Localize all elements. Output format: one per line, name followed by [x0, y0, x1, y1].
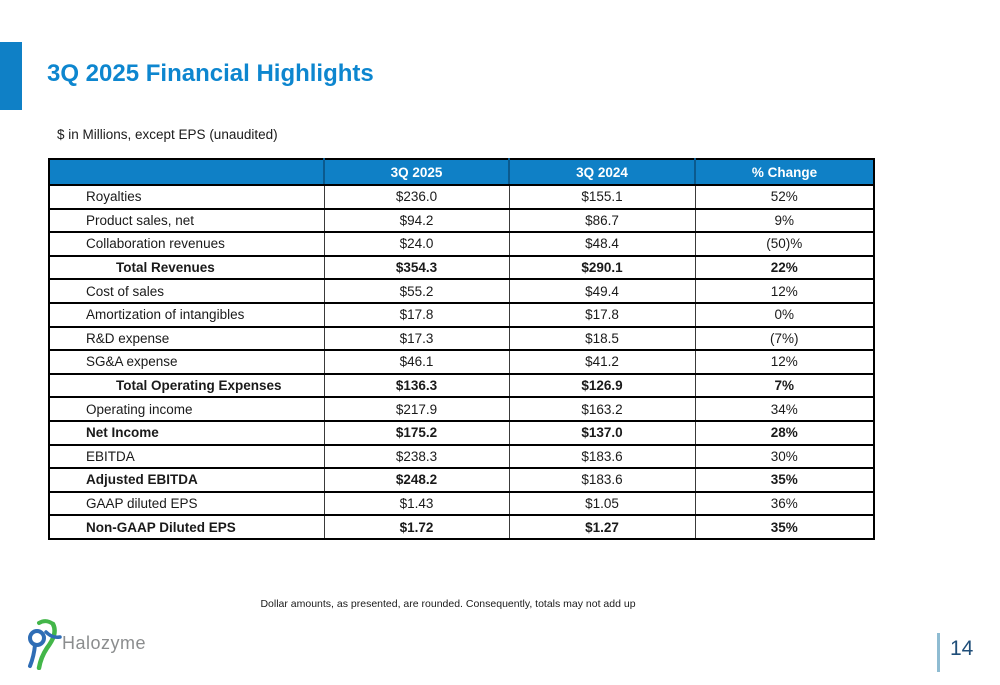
table-row: Cost of sales $55.2 $49.4 12%: [49, 278, 874, 303]
value-3q2024: $137.0: [508, 419, 695, 445]
page-title: 3Q 2025 Financial Highlights: [47, 60, 374, 87]
value-3q2024: $86.7: [508, 207, 695, 233]
value-percent-change: 9%: [694, 207, 874, 233]
table-body: Royalties $236.0 $155.1 52% Product sales, n…: [49, 184, 874, 539]
value-3q2024: $41.2: [508, 349, 695, 374]
value-percent-change: 35%: [694, 467, 874, 492]
column-header-blank: [49, 159, 324, 186]
value-percent-change: 35%: [694, 514, 874, 539]
table-row: Royalties $236.0 $155.1 52%: [49, 184, 874, 209]
value-3q2024: $126.9: [508, 372, 695, 398]
value-3q2024: $290.1: [508, 254, 695, 280]
value-3q2025: $1.43: [323, 490, 509, 516]
value-3q2024: $1.05: [508, 490, 695, 516]
row-label: Net Income: [49, 419, 324, 445]
value-3q2025: $46.1: [323, 349, 509, 374]
value-3q2025: $136.3: [323, 372, 509, 398]
footnote: Dollar amounts, as presented, are rounde…: [260, 598, 636, 610]
value-percent-change: 7%: [694, 372, 874, 398]
table-row: Total Operating Expenses $136.3 $126.9 7%: [49, 372, 874, 398]
title-accent-bar: [0, 42, 22, 110]
page-number-divider: [937, 633, 940, 672]
row-label: Collaboration revenues: [49, 231, 324, 256]
row-label: Royalties: [49, 184, 324, 209]
value-3q2024: $1.27: [508, 514, 695, 539]
table-header-row: 3Q 2025 3Q 2024 % Change: [49, 159, 874, 186]
value-percent-change: (7%): [694, 325, 874, 351]
value-percent-change: 0%: [694, 301, 874, 327]
value-3q2024: $183.6: [508, 443, 695, 469]
value-3q2025: $17.3: [323, 325, 509, 351]
page-number: 14: [950, 637, 974, 660]
value-3q2024: $17.8: [508, 301, 695, 327]
value-3q2025: $248.2: [323, 467, 509, 492]
row-label: Amortization of intangibles: [49, 301, 324, 327]
value-percent-change: 12%: [694, 349, 874, 374]
row-label: EBITDA: [49, 443, 324, 469]
table-row: Non-GAAP Diluted EPS $1.72 $1.27 35%: [49, 514, 874, 539]
table-row: R&D expense $17.3 $18.5 (7%): [49, 325, 874, 351]
row-label: R&D expense: [49, 325, 324, 351]
value-3q2025: $238.3: [323, 443, 509, 469]
value-percent-change: 28%: [694, 419, 874, 445]
value-percent-change: 30%: [694, 443, 874, 469]
financial-highlights-table: 3Q 2025 3Q 2024 % Change Royalties $236.0…: [48, 158, 875, 540]
table-row: SG&A expense $46.1 $41.2 12%: [49, 349, 874, 374]
table-row: Operating income $217.9 $163.2 34%: [49, 396, 874, 421]
value-percent-change: 12%: [694, 278, 874, 303]
value-percent-change: 52%: [694, 184, 874, 209]
column-header-3q2024: 3Q 2024: [508, 159, 695, 186]
value-3q2024: $18.5: [508, 325, 695, 351]
row-label: Total Revenues: [49, 254, 324, 280]
value-percent-change: 36%: [694, 490, 874, 516]
value-3q2024: $48.4: [508, 231, 695, 256]
table-row: Net Income $175.2 $137.0 28%: [49, 419, 874, 445]
value-3q2025: $1.72: [323, 514, 509, 539]
value-3q2025: $236.0: [323, 184, 509, 209]
value-3q2025: $217.9: [323, 396, 509, 421]
table-caption: $ in Millions, except EPS (unaudited): [57, 127, 278, 142]
value-3q2025: $175.2: [323, 419, 509, 445]
table-row: EBITDA $238.3 $183.6 30%: [49, 443, 874, 469]
row-label: GAAP diluted EPS: [49, 490, 324, 516]
value-3q2025: $24.0: [323, 231, 509, 256]
table-row: Total Revenues $354.3 $290.1 22%: [49, 254, 874, 280]
row-label: Adjusted EBITDA: [49, 467, 324, 492]
halozyme-logo-text: Halozyme: [62, 632, 147, 653]
halozyme-logo-icon: [28, 619, 62, 670]
column-header-percent-change: % Change: [694, 159, 874, 186]
value-3q2025: $354.3: [323, 254, 509, 280]
table-row: Adjusted EBITDA $248.2 $183.6 35%: [49, 467, 874, 492]
row-label: Operating income: [49, 396, 324, 421]
row-label: Total Operating Expenses: [49, 372, 324, 398]
row-label: Cost of sales: [49, 278, 324, 303]
halozyme-logo: Halozyme: [20, 616, 190, 670]
value-3q2024: $183.6: [508, 467, 695, 492]
row-label: Non-GAAP Diluted EPS: [49, 514, 324, 539]
table-row: Product sales, net $94.2 $86.7 9%: [49, 207, 874, 233]
table-row: Amortization of intangibles $17.8 $17.8 0%: [49, 301, 874, 327]
value-3q2024: $155.1: [508, 184, 695, 209]
value-percent-change: 22%: [694, 254, 874, 280]
value-percent-change: (50)%: [694, 231, 874, 256]
value-3q2024: $163.2: [508, 396, 695, 421]
row-label: Product sales, net: [49, 207, 324, 233]
value-3q2024: $49.4: [508, 278, 695, 303]
column-header-3q2025: 3Q 2025: [323, 159, 509, 186]
value-percent-change: 34%: [694, 396, 874, 421]
row-label: SG&A expense: [49, 349, 324, 374]
value-3q2025: $55.2: [323, 278, 509, 303]
value-3q2025: $94.2: [323, 207, 509, 233]
table-row: GAAP diluted EPS $1.43 $1.05 36%: [49, 490, 874, 516]
table-row: Collaboration revenues $24.0 $48.4 (50)%: [49, 231, 874, 256]
value-3q2025: $17.8: [323, 301, 509, 327]
